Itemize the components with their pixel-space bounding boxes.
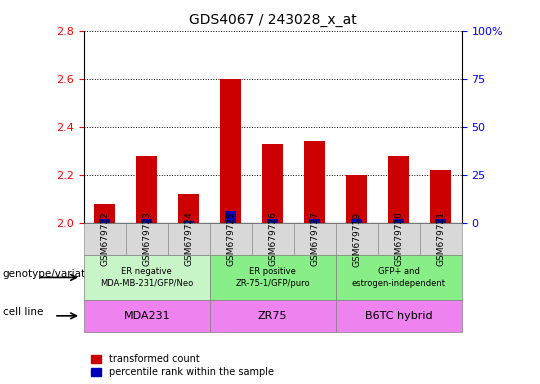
Bar [178, 194, 199, 223]
Text: MDA231: MDA231 [123, 311, 170, 321]
Bar [388, 156, 409, 223]
Text: GSM679724: GSM679724 [184, 212, 193, 266]
Bar [267, 219, 279, 223]
Title: GDS4067 / 243028_x_at: GDS4067 / 243028_x_at [189, 13, 356, 27]
Bar [136, 156, 157, 223]
Bar [220, 79, 241, 223]
Bar [430, 170, 451, 223]
Text: GSM679719: GSM679719 [352, 212, 361, 266]
Text: GSM679727: GSM679727 [310, 212, 319, 266]
Bar [309, 219, 320, 223]
Bar [304, 141, 325, 223]
Text: GSM679720: GSM679720 [394, 212, 403, 266]
Bar [99, 219, 111, 223]
Bar [346, 175, 367, 223]
Text: GSM679723: GSM679723 [142, 212, 151, 266]
Text: ER negative
MDA-MB-231/GFP/Neo: ER negative MDA-MB-231/GFP/Neo [100, 267, 193, 288]
Text: GSM679721: GSM679721 [436, 212, 445, 266]
Bar [141, 219, 152, 223]
Text: genotype/variation: genotype/variation [3, 268, 102, 279]
Text: GSM679725: GSM679725 [226, 212, 235, 266]
Bar [183, 221, 194, 223]
Bar [94, 204, 115, 223]
Bar [225, 211, 237, 223]
Text: ZR75: ZR75 [258, 311, 287, 321]
Text: GSM679722: GSM679722 [100, 212, 109, 266]
Bar [435, 219, 447, 223]
Legend: transformed count, percentile rank within the sample: transformed count, percentile rank withi… [91, 354, 274, 377]
Text: GSM679726: GSM679726 [268, 212, 277, 266]
Bar [262, 144, 283, 223]
Bar [393, 219, 404, 223]
Bar [351, 219, 362, 223]
Text: B6TC hybrid: B6TC hybrid [365, 311, 433, 321]
Text: cell line: cell line [3, 307, 43, 317]
Text: ER positive
ZR-75-1/GFP/puro: ER positive ZR-75-1/GFP/puro [235, 267, 310, 288]
Text: GFP+ and
estrogen-independent: GFP+ and estrogen-independent [352, 267, 446, 288]
